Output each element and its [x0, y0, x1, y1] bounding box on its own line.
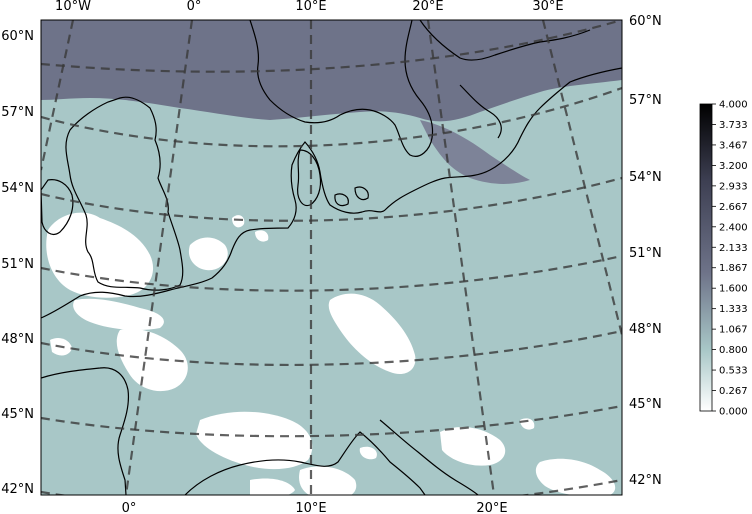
top-lon-label: 0° [187, 0, 202, 14]
top-lon-labels: 10°W 0° 10°E 20°E 30°E [55, 0, 564, 14]
colorbar-tick-label: 2.933 [719, 181, 748, 192]
colorbar-tick-label: 3.467 [719, 140, 748, 151]
colorbar-tick-label: 1.600 [719, 284, 748, 295]
right-lat-label: 54°N [629, 170, 662, 185]
colorbar-ticks: 4.000 3.733 3.467 3.200 2.933 2.667 2.400 2.133… [712, 100, 748, 418]
colorbar-tick-label: 2.667 [719, 202, 748, 213]
left-lat-label: 54°N [1, 181, 34, 196]
coastlines [41, 20, 622, 495]
colorbar-tick-label: 2.400 [719, 222, 748, 233]
right-lat-label: 45°N [629, 397, 662, 412]
colorbar-tick-label: 2.133 [719, 243, 748, 254]
map-frame [40, 19, 623, 496]
colorbar-gradient [699, 103, 713, 412]
colorbar-tick-label: 0.800 [719, 345, 748, 356]
colorbar-tick-label: 4.000 [719, 100, 748, 111]
graticule-latitudes [41, 20, 622, 495]
top-lon-label: 10°E [295, 0, 326, 14]
mediterranean-coast [184, 431, 426, 495]
right-lat-label: 51°N [629, 246, 662, 261]
bottom-lon-label: 20°E [476, 501, 507, 514]
left-lat-label: 57°N [1, 105, 34, 120]
scandinavia-coast [249, 20, 434, 157]
map-area [41, 20, 622, 495]
bottom-lon-label: 0° [122, 501, 137, 514]
left-lat-label: 60°N [1, 29, 34, 44]
colorbar-tick-label: 3.733 [719, 120, 748, 131]
colorbar-tick-label: 0.267 [719, 386, 748, 397]
right-lat-label: 57°N [629, 93, 662, 108]
top-lon-label: 10°W [55, 0, 91, 14]
left-lat-label: 45°N [1, 407, 34, 422]
adriatic-coast [379, 419, 479, 495]
right-lat-label: 42°N [629, 473, 662, 488]
clear-patches [46, 212, 616, 495]
colorbar-tick-label: 3.200 [719, 161, 748, 172]
colorbar-tick-label: 1.333 [719, 304, 748, 315]
top-lon-label: 20°E [412, 0, 443, 14]
bottom-lon-labels: 0° 10°E 20°E [122, 501, 508, 514]
colorbar-tick-label: 1.867 [719, 263, 748, 274]
graticule-longitudes [41, 20, 622, 495]
great-britain-coast [65, 96, 184, 291]
right-lat-labels: 60°N 57°N 54°N 51°N 48°N 45°N 42°N [629, 14, 662, 488]
left-lat-labels: 60°N 57°N 54°N 51°N 48°N 45°N 42°N [1, 29, 34, 497]
colorbar-tick-label: 0.533 [719, 366, 748, 377]
right-lat-label: 48°N [629, 322, 662, 337]
bottom-lon-label: 10°E [295, 501, 326, 514]
baltic-high-patch [420, 120, 530, 184]
left-lat-label: 51°N [1, 257, 34, 272]
left-lat-label: 48°N [1, 332, 34, 347]
right-lat-label: 60°N [629, 14, 662, 29]
colorbar: 4.000 3.733 3.467 3.200 2.933 2.667 2.400 2.133… [699, 100, 748, 418]
colorbar-tick-label: 0.000 [719, 407, 748, 418]
north-high-band [41, 20, 622, 122]
continent-coast [41, 67, 622, 319]
ireland-coast [41, 179, 74, 235]
top-lon-label: 30°E [532, 0, 563, 14]
iberia-coast [41, 367, 130, 495]
colorbar-tick-label: 1.067 [719, 325, 748, 336]
left-lat-label: 42°N [1, 482, 34, 497]
